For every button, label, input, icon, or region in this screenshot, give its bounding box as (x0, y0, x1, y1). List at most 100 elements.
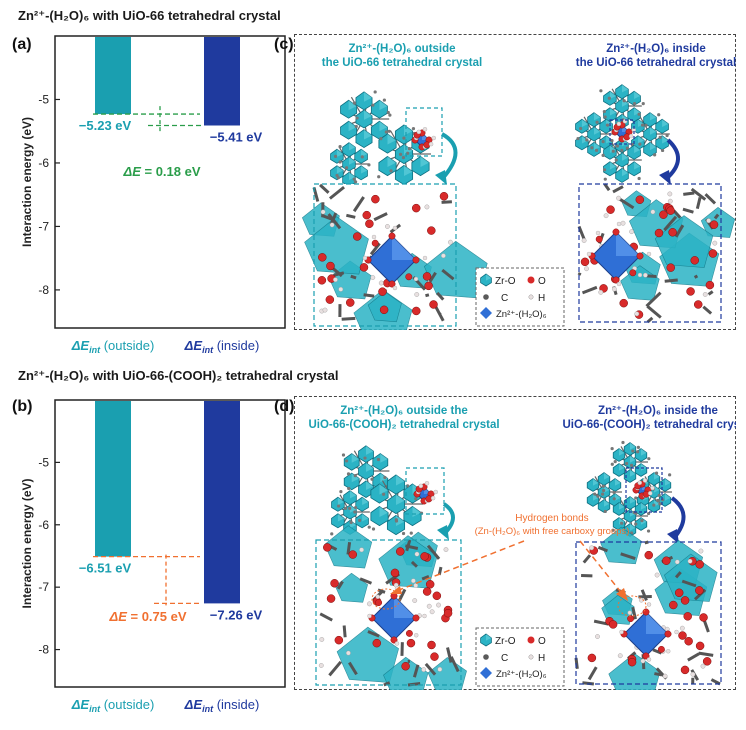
water-oxygen (636, 252, 644, 260)
zr-o-node-face (604, 499, 610, 507)
c-left-cluster-a (340, 90, 392, 149)
oxygen-atom (326, 594, 336, 603)
zr-o-node-face (665, 493, 671, 501)
water-hydrogen (619, 629, 624, 635)
legend-o-label: O (538, 276, 546, 287)
carbon-atom (610, 462, 614, 466)
oxygen-atom (678, 631, 687, 640)
zr-o-node-face (637, 119, 645, 128)
linker-bond (631, 606, 637, 620)
oxygen-atom (695, 641, 705, 651)
oxygen-atom (412, 306, 421, 316)
carbon-atom (373, 90, 377, 94)
water-hydrogen (422, 613, 427, 619)
linker-bond (328, 660, 342, 677)
zr-o-node-face (630, 523, 636, 531)
hydrogen-atom (448, 239, 453, 245)
oxygen-atom (606, 205, 615, 214)
oxygen-atom (608, 620, 618, 629)
hydrogen-atom (598, 289, 604, 295)
carbon-atom (409, 531, 413, 535)
c-right-arrow-head (659, 170, 671, 185)
linker-bond (441, 200, 452, 204)
zn-hexahydrate (362, 225, 428, 291)
water-hydrogen (422, 255, 428, 261)
water-oxygen (642, 608, 650, 616)
hydrogen-atom (617, 653, 623, 659)
carbon-atom (625, 461, 629, 466)
linker-bond (582, 554, 592, 564)
carbon-atom (579, 126, 583, 131)
water-oxygen (629, 269, 637, 277)
legend-h-icon (528, 294, 534, 300)
carbon-atom (590, 146, 594, 150)
carbon-atom (401, 531, 406, 536)
hydrogen-atom (421, 667, 427, 673)
water-oxygen (375, 599, 383, 607)
water-hydrogen (375, 594, 380, 599)
oxygen-atom (443, 608, 453, 618)
carbon-atom (636, 450, 640, 454)
zr-o-node-face (396, 494, 405, 505)
linker-bond (646, 316, 654, 324)
c-right-zn-mini (611, 119, 636, 143)
c-right-title-line2: the UiO-66 tetrahedral crystal (576, 57, 736, 69)
oxygen-atom (439, 191, 449, 201)
carbon-atom (382, 492, 386, 496)
water-hydrogen (392, 225, 398, 231)
linker-bond (654, 672, 663, 677)
zr-o-node-face (404, 165, 413, 176)
carbon-atom (637, 176, 641, 181)
carbon-atom (612, 490, 616, 495)
carbon-atom (336, 176, 340, 180)
zr-o-node-face (650, 126, 657, 135)
carbon-atom (637, 112, 641, 116)
hbond-ring-left (371, 588, 401, 610)
oxygen-atom (580, 257, 590, 267)
d-right-cluster-d (611, 496, 651, 537)
carbon-atom (337, 504, 341, 508)
d-right-cluster-b (586, 472, 622, 514)
legend-c-label: C (501, 653, 508, 664)
value-label-inside: −5.41 eV (210, 130, 263, 145)
linker-bond (342, 625, 347, 638)
oxygen-atom (317, 276, 327, 285)
zr-o-node-face (350, 490, 357, 499)
carbon-atom (363, 456, 367, 460)
carbon-atom (407, 147, 411, 151)
carbon-atom (371, 103, 375, 107)
linker-bond (640, 589, 648, 601)
water-hydrogen (650, 485, 655, 491)
carbon-atom (371, 527, 376, 531)
oxygen-atom (371, 194, 380, 204)
zr-o-node-face (348, 100, 357, 111)
carbon-atom (636, 445, 640, 450)
zr-o-node-face (349, 142, 356, 151)
oxygen-atom (390, 568, 400, 578)
zr-o-node-face (396, 515, 405, 526)
hydrogen-atom (611, 286, 617, 292)
plot-frame (54, 399, 286, 688)
oxygen-atom (425, 580, 435, 589)
linker-bond (698, 651, 714, 657)
oxygen-atom (669, 600, 678, 610)
hydrogen-atom (443, 547, 449, 552)
zr-o-node-face (630, 442, 636, 450)
carbon-atom (377, 175, 381, 179)
c-left-arrow-head (435, 170, 447, 185)
zr-o-node-face (379, 100, 388, 111)
zr-o-node-face (609, 107, 617, 116)
chart-a: -5 -6 -7 -8 Interaction energy (eV) ΔEint (ou… (20, 35, 286, 355)
zr-o-node-face (619, 463, 625, 471)
oxygen-atom (659, 210, 668, 219)
linker-bond (646, 274, 657, 279)
linker-bond (341, 316, 356, 321)
zr-o-node-face (366, 462, 374, 472)
carbon-atom (646, 529, 651, 533)
oxygen-atom (683, 612, 692, 621)
zr-o-polyhedron (608, 653, 661, 690)
legend-c-icon (483, 294, 489, 300)
linker-bond (369, 242, 381, 256)
water-hydrogen (616, 121, 622, 127)
x-tick-label-outside: ΔEint (outside) (71, 697, 155, 714)
